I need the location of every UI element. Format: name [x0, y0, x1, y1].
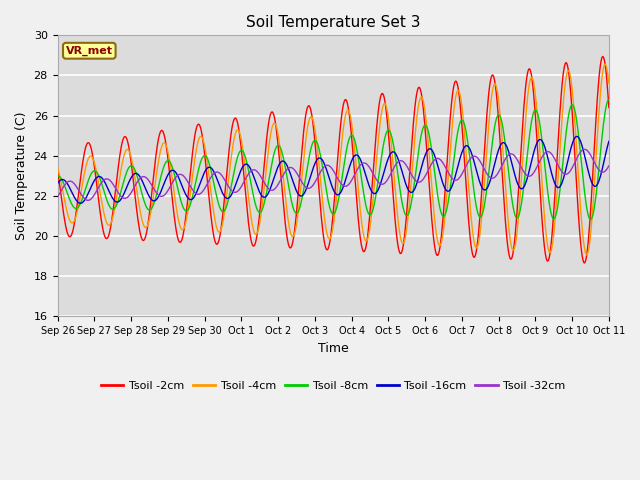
X-axis label: Time: Time: [318, 342, 349, 355]
Text: VR_met: VR_met: [66, 46, 113, 56]
Y-axis label: Soil Temperature (C): Soil Temperature (C): [15, 112, 28, 240]
Legend: Tsoil -2cm, Tsoil -4cm, Tsoil -8cm, Tsoil -16cm, Tsoil -32cm: Tsoil -2cm, Tsoil -4cm, Tsoil -8cm, Tsoi…: [97, 376, 570, 395]
Title: Soil Temperature Set 3: Soil Temperature Set 3: [246, 15, 420, 30]
